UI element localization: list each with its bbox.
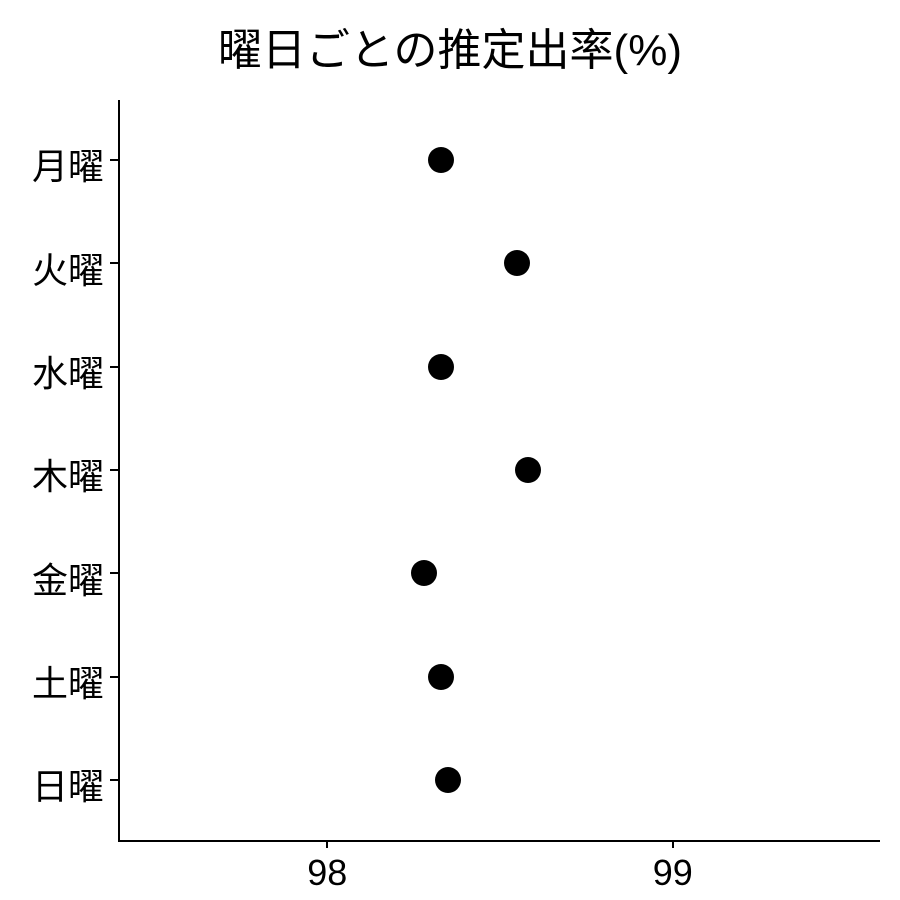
y-tick-label: 月曜 xyxy=(32,138,104,190)
data-point xyxy=(435,767,461,793)
y-tick-label: 水曜 xyxy=(32,345,104,397)
y-tick-label: 木曜 xyxy=(32,448,104,500)
data-point xyxy=(428,664,454,690)
x-tick-label: 99 xyxy=(653,852,693,894)
x-tick-label: 98 xyxy=(307,852,347,894)
y-tick-label: 金曜 xyxy=(32,552,104,604)
x-axis-line xyxy=(120,840,880,842)
y-tick xyxy=(110,779,118,781)
data-point xyxy=(515,457,541,483)
y-tick-label: 日曜 xyxy=(32,758,104,810)
plot-area: 9899 xyxy=(120,100,880,840)
y-tick xyxy=(110,262,118,264)
data-point xyxy=(411,560,437,586)
x-tick xyxy=(672,840,674,848)
data-point xyxy=(428,354,454,380)
chart-container: 曜日ごとの推定出率(%) 9899 月曜火曜水曜木曜金曜土曜日曜 xyxy=(0,0,900,900)
data-point xyxy=(428,147,454,173)
y-tick xyxy=(110,469,118,471)
y-tick-label: 火曜 xyxy=(32,242,104,294)
y-axis-line xyxy=(118,100,120,842)
y-tick xyxy=(110,572,118,574)
y-tick xyxy=(110,159,118,161)
y-tick xyxy=(110,676,118,678)
chart-title: 曜日ごとの推定出率(%) xyxy=(0,14,900,78)
y-tick xyxy=(110,366,118,368)
y-tick-label: 土曜 xyxy=(32,655,104,707)
data-point xyxy=(504,250,530,276)
x-tick xyxy=(326,840,328,848)
